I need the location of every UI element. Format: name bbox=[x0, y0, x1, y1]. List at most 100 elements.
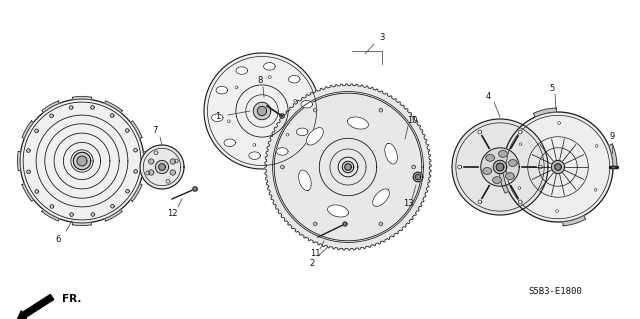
FancyArrow shape bbox=[17, 294, 54, 319]
Polygon shape bbox=[452, 119, 548, 215]
Polygon shape bbox=[72, 222, 92, 226]
Polygon shape bbox=[563, 216, 586, 226]
Text: FR.: FR. bbox=[62, 294, 81, 304]
Polygon shape bbox=[307, 128, 323, 145]
Polygon shape bbox=[294, 99, 297, 102]
Polygon shape bbox=[140, 145, 184, 189]
Polygon shape bbox=[74, 152, 91, 170]
Polygon shape bbox=[486, 154, 495, 161]
Polygon shape bbox=[552, 160, 564, 174]
Polygon shape bbox=[257, 106, 267, 116]
Polygon shape bbox=[385, 143, 397, 164]
Polygon shape bbox=[69, 106, 73, 109]
Text: 8: 8 bbox=[257, 77, 262, 85]
Polygon shape bbox=[478, 130, 482, 134]
Polygon shape bbox=[50, 114, 53, 117]
Polygon shape bbox=[595, 145, 598, 147]
Polygon shape bbox=[458, 165, 461, 169]
Polygon shape bbox=[509, 160, 517, 167]
Text: 5: 5 bbox=[549, 85, 555, 93]
Polygon shape bbox=[134, 170, 138, 173]
Polygon shape bbox=[204, 53, 320, 169]
Text: 10: 10 bbox=[407, 116, 417, 125]
Polygon shape bbox=[280, 114, 284, 118]
Polygon shape bbox=[345, 164, 351, 170]
Polygon shape bbox=[264, 63, 275, 70]
Polygon shape bbox=[412, 165, 415, 169]
Polygon shape bbox=[594, 189, 597, 191]
Polygon shape bbox=[193, 187, 197, 191]
Text: 1: 1 bbox=[216, 113, 221, 122]
Polygon shape bbox=[125, 129, 129, 132]
Polygon shape bbox=[159, 164, 165, 170]
Text: 13: 13 bbox=[403, 199, 413, 209]
Polygon shape bbox=[493, 177, 501, 183]
Polygon shape bbox=[110, 114, 114, 117]
Polygon shape bbox=[104, 210, 122, 221]
Polygon shape bbox=[35, 190, 38, 193]
Polygon shape bbox=[280, 165, 284, 169]
Polygon shape bbox=[253, 144, 256, 146]
Polygon shape bbox=[27, 170, 30, 174]
Polygon shape bbox=[72, 97, 92, 100]
Polygon shape bbox=[415, 174, 421, 180]
Polygon shape bbox=[301, 100, 312, 108]
Polygon shape bbox=[91, 106, 94, 109]
Polygon shape bbox=[518, 187, 521, 189]
Polygon shape bbox=[268, 76, 271, 78]
Polygon shape bbox=[211, 114, 223, 122]
Polygon shape bbox=[134, 148, 137, 152]
Polygon shape bbox=[328, 205, 348, 217]
Polygon shape bbox=[27, 149, 30, 152]
Text: 9: 9 bbox=[609, 132, 614, 142]
Text: 7: 7 bbox=[152, 127, 157, 136]
Polygon shape bbox=[506, 173, 514, 180]
Polygon shape bbox=[286, 133, 289, 136]
Polygon shape bbox=[342, 161, 354, 173]
Polygon shape bbox=[249, 152, 260, 160]
Polygon shape bbox=[174, 159, 178, 163]
Polygon shape bbox=[296, 128, 308, 136]
Polygon shape bbox=[146, 171, 150, 175]
Polygon shape bbox=[22, 121, 33, 138]
Polygon shape bbox=[131, 121, 142, 138]
Text: 2: 2 bbox=[309, 258, 315, 268]
Polygon shape bbox=[372, 189, 390, 206]
Polygon shape bbox=[518, 200, 522, 204]
Polygon shape bbox=[379, 222, 383, 226]
Polygon shape bbox=[534, 108, 556, 117]
Polygon shape bbox=[104, 101, 122, 113]
Polygon shape bbox=[379, 108, 383, 112]
Polygon shape bbox=[289, 76, 300, 83]
Polygon shape bbox=[556, 210, 558, 212]
Polygon shape bbox=[154, 151, 158, 155]
Polygon shape bbox=[413, 172, 423, 182]
Text: 11: 11 bbox=[310, 249, 320, 258]
Polygon shape bbox=[499, 151, 508, 157]
Polygon shape bbox=[42, 101, 60, 113]
Polygon shape bbox=[170, 170, 175, 175]
Polygon shape bbox=[111, 204, 115, 208]
Polygon shape bbox=[131, 184, 142, 201]
Polygon shape bbox=[299, 170, 311, 191]
Polygon shape bbox=[166, 179, 170, 183]
Polygon shape bbox=[343, 222, 347, 226]
Polygon shape bbox=[125, 189, 129, 193]
Polygon shape bbox=[235, 86, 238, 89]
Polygon shape bbox=[314, 222, 317, 226]
Polygon shape bbox=[148, 170, 154, 175]
Polygon shape bbox=[170, 159, 175, 164]
Polygon shape bbox=[50, 205, 54, 208]
Polygon shape bbox=[20, 99, 144, 223]
Polygon shape bbox=[77, 156, 87, 166]
Polygon shape bbox=[538, 165, 542, 169]
Polygon shape bbox=[519, 143, 522, 145]
Polygon shape bbox=[236, 67, 248, 74]
Polygon shape bbox=[227, 120, 230, 123]
Polygon shape bbox=[276, 148, 288, 155]
Text: S5B3-E1800: S5B3-E1800 bbox=[528, 286, 582, 295]
Polygon shape bbox=[70, 213, 74, 216]
Polygon shape bbox=[265, 84, 431, 250]
Polygon shape bbox=[493, 160, 507, 174]
Polygon shape bbox=[91, 213, 95, 216]
